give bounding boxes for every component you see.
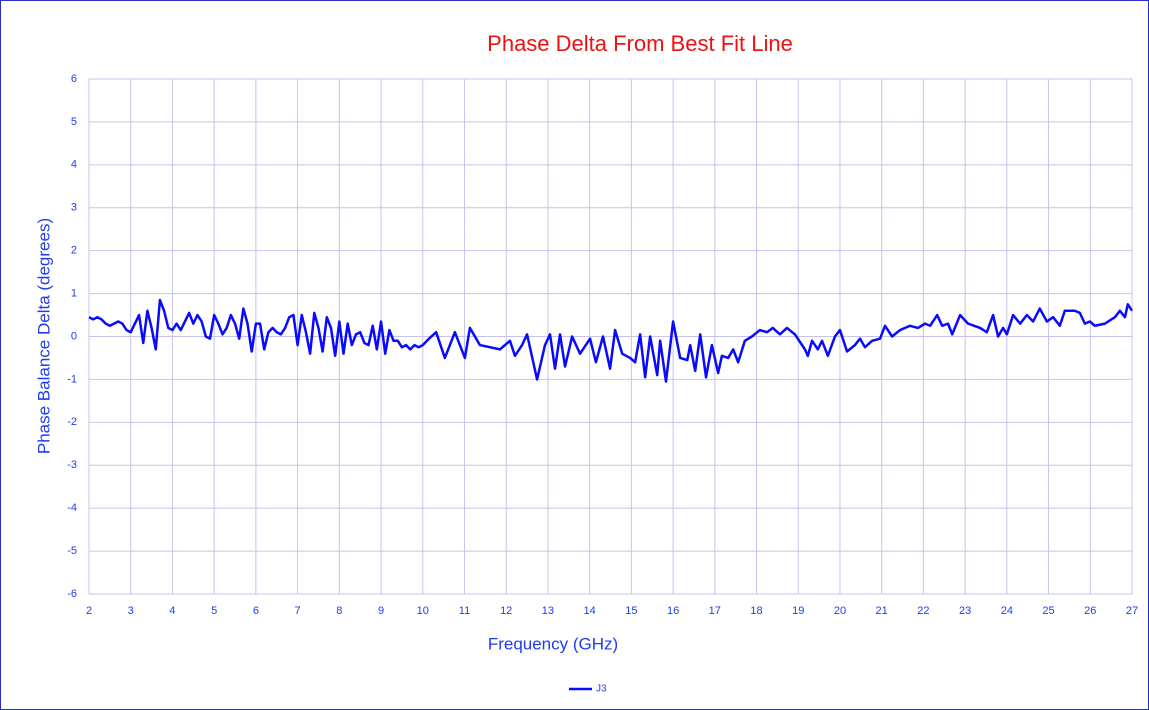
x-tick-label: 25 xyxy=(1042,605,1054,617)
x-tick-label: 24 xyxy=(1001,605,1013,617)
chart-title: Phase Delta From Best Fit Line xyxy=(487,31,793,56)
x-tick-label: 19 xyxy=(792,605,804,617)
x-tick-label: 2 xyxy=(86,605,92,617)
x-tick-label: 26 xyxy=(1084,605,1096,617)
x-tick-label: 4 xyxy=(169,605,175,617)
x-tick-label: 5 xyxy=(211,605,217,617)
y-axis-label: Phase Balance Delta (degrees) xyxy=(34,218,53,454)
y-tick-label: 6 xyxy=(71,73,77,85)
x-tick-label: 13 xyxy=(542,605,554,617)
x-tick-label: 3 xyxy=(128,605,134,617)
x-tick-label: 20 xyxy=(834,605,846,617)
x-tick-label: 16 xyxy=(667,605,679,617)
y-tick-label: 0 xyxy=(71,330,77,342)
y-tick-label: -2 xyxy=(67,416,77,428)
y-tick-label: -1 xyxy=(67,373,77,385)
legend-label: J3 xyxy=(596,684,607,695)
x-tick-label: 27 xyxy=(1126,605,1138,617)
x-tick-label: 21 xyxy=(876,605,888,617)
x-tick-label: 10 xyxy=(417,605,429,617)
y-tick-label: -6 xyxy=(67,588,77,600)
x-tick-label: 9 xyxy=(378,605,384,617)
x-tick-label: 22 xyxy=(917,605,929,617)
y-tick-label: 2 xyxy=(71,245,77,257)
y-tick-label: -4 xyxy=(67,502,77,514)
y-tick-label: 1 xyxy=(71,287,77,299)
x-tick-label: 17 xyxy=(709,605,721,617)
x-tick-label: 14 xyxy=(584,605,596,617)
x-tick-label: 23 xyxy=(959,605,971,617)
x-tick-label: 6 xyxy=(253,605,259,617)
y-tick-label: 5 xyxy=(71,116,77,128)
x-tick-label: 18 xyxy=(750,605,762,617)
y-tick-label: 3 xyxy=(71,202,77,214)
x-tick-label: 12 xyxy=(500,605,512,617)
y-tick-label: -5 xyxy=(67,545,77,557)
x-tick-label: 11 xyxy=(459,605,470,617)
data-line xyxy=(88,298,1134,383)
x-tick-label: 7 xyxy=(295,605,301,617)
x-tick-label: 8 xyxy=(336,605,342,617)
y-tick-label: 4 xyxy=(71,159,77,171)
x-tick-label: 15 xyxy=(625,605,637,617)
y-tick-label: -3 xyxy=(67,459,77,471)
x-axis-label: Frequency (GHz) xyxy=(488,634,618,653)
